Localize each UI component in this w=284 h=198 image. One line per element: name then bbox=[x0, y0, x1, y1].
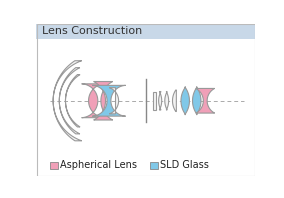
Polygon shape bbox=[193, 87, 201, 115]
Polygon shape bbox=[59, 68, 80, 134]
Text: SLD Glass: SLD Glass bbox=[160, 160, 209, 170]
Polygon shape bbox=[109, 88, 119, 114]
Polygon shape bbox=[53, 61, 82, 141]
Polygon shape bbox=[82, 84, 105, 118]
Text: Lens Construction: Lens Construction bbox=[41, 27, 142, 36]
Polygon shape bbox=[159, 91, 162, 110]
Polygon shape bbox=[92, 85, 126, 116]
Polygon shape bbox=[172, 90, 176, 111]
Polygon shape bbox=[165, 91, 169, 110]
FancyBboxPatch shape bbox=[36, 24, 255, 39]
Polygon shape bbox=[181, 87, 189, 115]
FancyBboxPatch shape bbox=[150, 162, 158, 168]
FancyBboxPatch shape bbox=[50, 162, 58, 168]
Polygon shape bbox=[153, 91, 156, 110]
Polygon shape bbox=[66, 75, 80, 127]
Text: Aspherical Lens: Aspherical Lens bbox=[60, 160, 137, 170]
Polygon shape bbox=[196, 89, 215, 113]
Polygon shape bbox=[94, 82, 113, 120]
